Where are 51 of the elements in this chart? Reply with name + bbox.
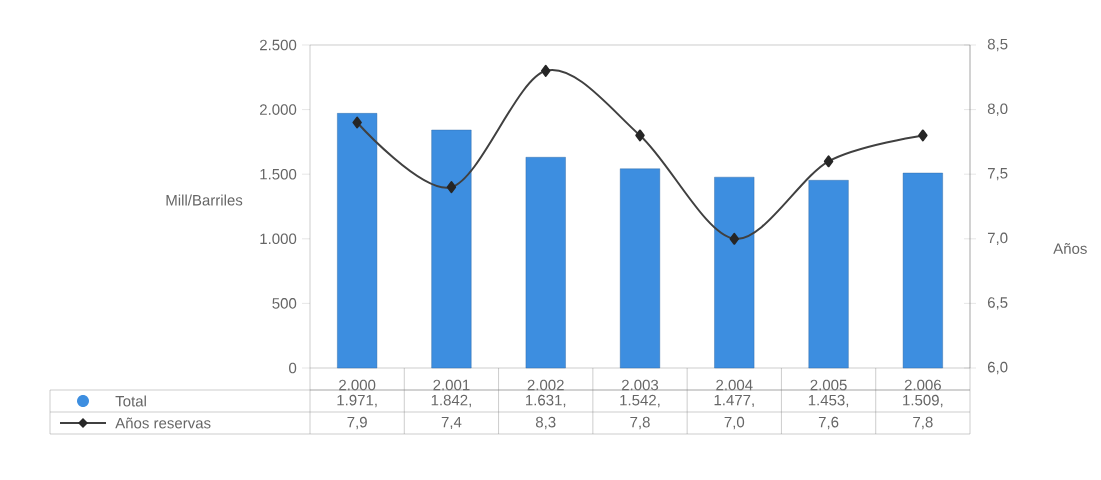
legend-label: Años reservas <box>115 417 211 429</box>
y2-tick-label: 7,5 <box>987 168 1008 181</box>
y-tick-label: 1.500 <box>260 168 297 180</box>
y-tick-label: 1.000 <box>260 233 297 245</box>
data-label: 1.509, <box>903 394 943 408</box>
data-label: 1.842, <box>431 394 471 408</box>
y2-tick-label: 6,5 <box>987 297 1008 310</box>
data-label: 8,3 <box>535 416 556 430</box>
x-tick-label: 2.004 <box>716 379 753 391</box>
x-tick-label: 2.003 <box>621 379 659 391</box>
data-label: 1.631, <box>526 394 566 408</box>
y2-tick-label: 7,0 <box>987 232 1008 245</box>
data-label: 7,8 <box>630 416 650 430</box>
y2-tick-label: 8,0 <box>987 103 1008 116</box>
y-tick-label: 2.500 <box>260 39 297 51</box>
data-label: 1.453, <box>808 394 849 408</box>
data-label: 1.542, <box>620 394 660 408</box>
x-tick-label: 2.001 <box>433 379 470 391</box>
data-label: 7,0 <box>724 416 745 430</box>
bar <box>525 157 566 369</box>
y-axis-title: Mill/Barriles <box>166 194 243 206</box>
data-label: 1.477, <box>714 394 754 408</box>
y-tick-label: 500 <box>272 298 297 309</box>
x-tick-label: 2.000 <box>339 379 376 391</box>
point <box>918 129 928 142</box>
legend-label: Total <box>115 395 146 407</box>
bar <box>337 113 378 369</box>
bar <box>808 180 849 369</box>
y2-tick-label: 8,5 <box>987 38 1008 52</box>
point <box>540 64 551 77</box>
point <box>446 181 457 194</box>
y2-axis-title: Años <box>1053 243 1087 254</box>
y-tick-label: 0 <box>289 362 297 374</box>
x-tick-label: 2.006 <box>904 379 941 391</box>
bar <box>714 176 755 369</box>
bar <box>431 129 472 369</box>
point <box>729 232 740 245</box>
point <box>823 155 834 168</box>
point <box>352 116 362 129</box>
y2-tick-label: 6,0 <box>987 361 1008 375</box>
data-label: 7,8 <box>913 416 933 430</box>
data-label: 7,4 <box>441 416 462 430</box>
data-label: 7,6 <box>818 416 839 430</box>
data-label: 7,9 <box>347 416 367 430</box>
x-tick-label: 2.005 <box>810 379 847 391</box>
x-tick-label: 2.002 <box>527 379 564 391</box>
bar <box>902 172 943 369</box>
bar <box>620 168 661 369</box>
data-label: 1.971, <box>337 394 377 408</box>
y-tick-label: 2.000 <box>260 104 297 115</box>
point <box>635 129 645 142</box>
